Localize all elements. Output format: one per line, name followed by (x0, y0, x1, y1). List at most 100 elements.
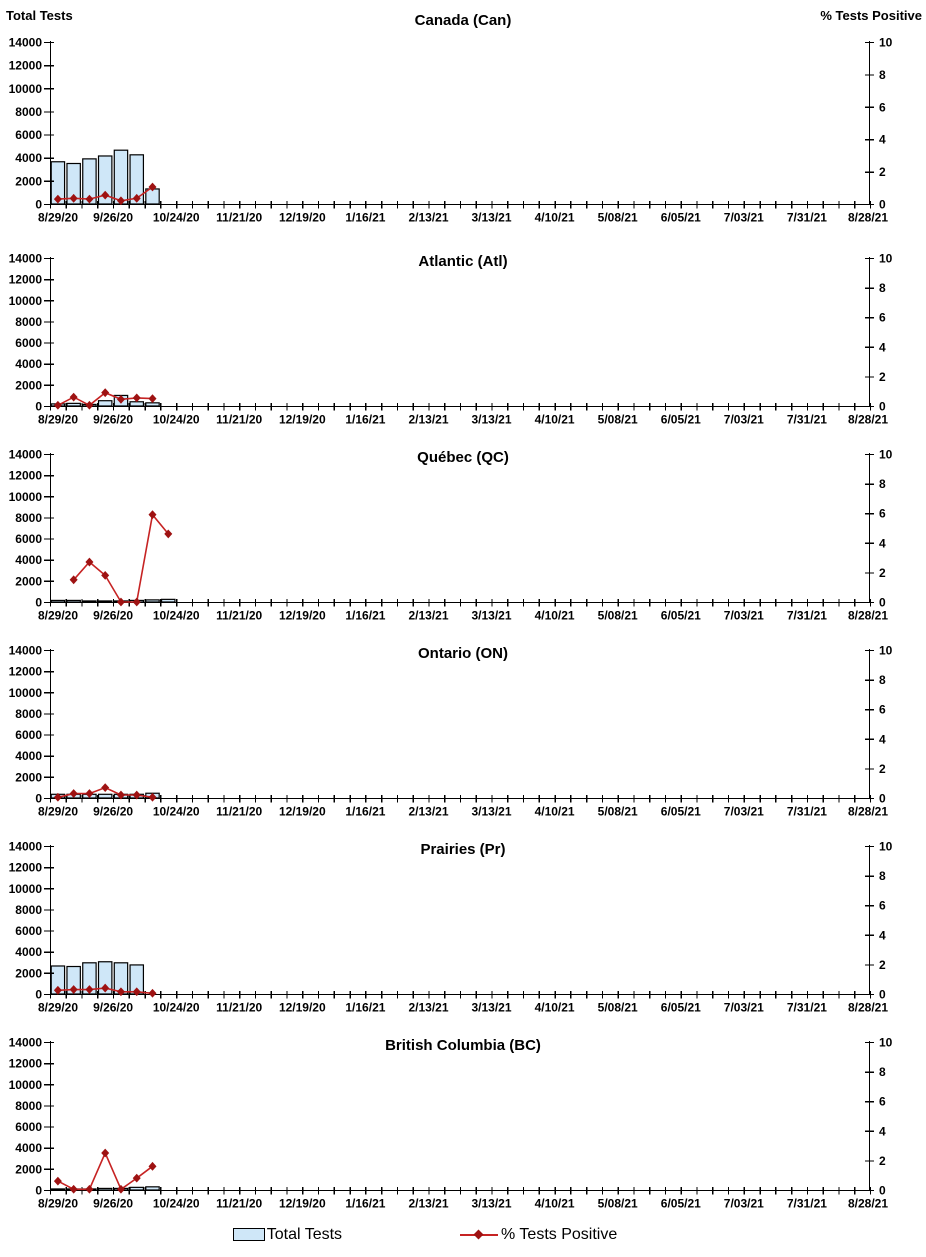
svg-text:6: 6 (879, 507, 886, 521)
svg-text:8: 8 (879, 281, 886, 295)
svg-text:5/08/21: 5/08/21 (598, 211, 638, 225)
svg-text:14000: 14000 (9, 1036, 43, 1050)
svg-text:10/24/20: 10/24/20 (153, 413, 200, 427)
svg-text:8000: 8000 (15, 707, 42, 721)
svg-text:2000: 2000 (15, 1162, 42, 1176)
svg-text:4: 4 (879, 133, 886, 147)
svg-text:3/13/21: 3/13/21 (471, 1001, 511, 1015)
svg-text:12000: 12000 (9, 1057, 43, 1071)
svg-text:6000: 6000 (15, 128, 42, 142)
svg-text:4000: 4000 (15, 357, 42, 371)
svg-text:8: 8 (879, 1065, 886, 1079)
svg-text:12000: 12000 (9, 59, 43, 73)
svg-text:3/13/21: 3/13/21 (471, 413, 511, 427)
svg-text:4000: 4000 (15, 749, 42, 763)
svg-text:10/24/20: 10/24/20 (153, 609, 200, 623)
svg-text:2/13/21: 2/13/21 (408, 1001, 448, 1015)
svg-text:8/28/21: 8/28/21 (848, 211, 888, 225)
svg-text:12/19/20: 12/19/20 (279, 211, 326, 225)
svg-text:7/31/21: 7/31/21 (787, 211, 827, 225)
svg-text:2/13/21: 2/13/21 (408, 609, 448, 623)
svg-text:12000: 12000 (9, 861, 43, 875)
svg-text:6000: 6000 (15, 728, 42, 742)
svg-text:9/26/20: 9/26/20 (93, 1001, 133, 1015)
svg-text:11/21/20: 11/21/20 (216, 805, 262, 819)
svg-text:10000: 10000 (9, 882, 43, 896)
svg-text:0: 0 (35, 792, 42, 806)
svg-text:8: 8 (879, 477, 886, 491)
svg-text:10000: 10000 (9, 1078, 43, 1092)
svg-text:6: 6 (879, 703, 886, 717)
svg-text:6/05/21: 6/05/21 (661, 413, 701, 427)
svg-text:3/13/21: 3/13/21 (471, 1197, 511, 1211)
svg-text:7/31/21: 7/31/21 (787, 1197, 827, 1211)
svg-text:8/28/21: 8/28/21 (848, 1001, 888, 1015)
plot-canvas-canada: 0 2000 4000 6000 8000 10000 12000 14000 0 2 4 6 8 10 8… (9, 36, 893, 225)
svg-text:2/13/21: 2/13/21 (408, 413, 448, 427)
chart-section-atlantic: Atlantic (Atl) 0 2000 4000 6000 8000 10000 120… (0, 232, 926, 428)
svg-text:3/13/21: 3/13/21 (471, 805, 511, 819)
svg-text:9/26/20: 9/26/20 (93, 805, 133, 819)
svg-text:5/08/21: 5/08/21 (598, 413, 638, 427)
svg-text:0: 0 (879, 988, 886, 1002)
svg-text:12/19/20: 12/19/20 (279, 1197, 326, 1211)
svg-text:9/26/20: 9/26/20 (93, 413, 133, 427)
svg-text:8000: 8000 (15, 511, 42, 525)
chart-section-canada: Total Tests Canada (Can) % Tests Positiv… (0, 0, 926, 232)
svg-text:6/05/21: 6/05/21 (661, 805, 701, 819)
svg-text:6000: 6000 (15, 336, 42, 350)
svg-text:4: 4 (879, 536, 886, 550)
svg-text:9/26/20: 9/26/20 (93, 609, 133, 623)
svg-text:11/21/20: 11/21/20 (216, 1197, 262, 1211)
svg-text:7/03/21: 7/03/21 (724, 413, 764, 427)
svg-text:6000: 6000 (15, 532, 42, 546)
svg-text:2: 2 (879, 566, 886, 580)
svg-text:10000: 10000 (9, 294, 43, 308)
svg-text:11/21/20: 11/21/20 (216, 413, 262, 427)
chart-legend: Total Tests % Tests Positive (0, 1212, 888, 1257)
svg-text:2: 2 (879, 958, 886, 972)
svg-text:7/31/21: 7/31/21 (787, 609, 827, 623)
svg-text:10000: 10000 (9, 686, 43, 700)
chart-section-prairies: Prairies (Pr) 0 2000 4000 6000 8000 10000 1200… (0, 820, 926, 1016)
svg-text:0: 0 (35, 1184, 42, 1198)
svg-text:8/28/21: 8/28/21 (848, 413, 888, 427)
svg-text:2: 2 (879, 165, 886, 179)
svg-text:4/10/21: 4/10/21 (535, 211, 575, 225)
svg-text:2000: 2000 (15, 770, 42, 784)
svg-text:10000: 10000 (9, 490, 43, 504)
legend-item-pct-positive: % Tests Positive (460, 1226, 617, 1244)
svg-text:12/19/20: 12/19/20 (279, 413, 326, 427)
plot-canvas-atlantic: 0 2000 4000 6000 8000 10000 12000 14000 0 2 4 6 8 10 8… (9, 252, 893, 427)
svg-text:1/16/21: 1/16/21 (345, 413, 385, 427)
svg-text:2000: 2000 (15, 174, 42, 188)
plot-canvas-british-columbia: 0 2000 4000 6000 8000 10000 12000 14000 0 2 4 6 8 10 8… (9, 1036, 893, 1211)
total-tests-swatch (232, 1228, 265, 1241)
svg-text:12/19/20: 12/19/20 (279, 805, 326, 819)
svg-text:7/31/21: 7/31/21 (787, 413, 827, 427)
svg-text:10/24/20: 10/24/20 (153, 211, 200, 225)
svg-text:9/26/20: 9/26/20 (93, 211, 133, 225)
svg-text:0: 0 (879, 198, 886, 212)
svg-text:12000: 12000 (9, 665, 43, 679)
svg-text:4: 4 (879, 340, 886, 354)
svg-text:6000: 6000 (15, 1120, 42, 1134)
svg-text:3/13/21: 3/13/21 (471, 609, 511, 623)
svg-text:0: 0 (35, 400, 42, 414)
svg-text:8/29/20: 8/29/20 (38, 609, 78, 623)
svg-text:10/24/20: 10/24/20 (153, 805, 200, 819)
svg-text:7/31/21: 7/31/21 (787, 1001, 827, 1015)
svg-text:0: 0 (879, 596, 886, 610)
svg-text:1/16/21: 1/16/21 (345, 1197, 385, 1211)
svg-text:4/10/21: 4/10/21 (535, 1001, 575, 1015)
svg-text:11/21/20: 11/21/20 (216, 609, 262, 623)
svg-text:6: 6 (879, 311, 886, 325)
svg-text:4000: 4000 (15, 553, 42, 567)
svg-text:4000: 4000 (15, 151, 42, 165)
chart-title-canada: Canada (Can) (414, 12, 512, 29)
left-axis-title: Total Tests (6, 8, 73, 23)
svg-text:11/21/20: 11/21/20 (216, 211, 262, 225)
svg-text:10: 10 (879, 644, 893, 658)
svg-text:2: 2 (879, 370, 886, 384)
